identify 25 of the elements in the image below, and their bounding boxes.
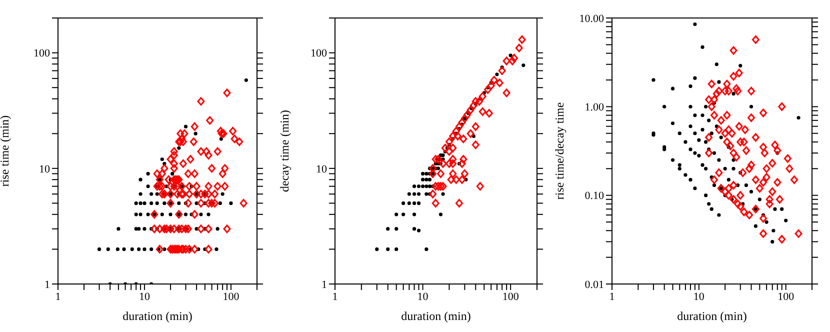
y-tick-label: 0.01 [584,278,604,291]
x-tick-label: 1 [609,290,615,303]
x-tick-label: 10 [693,290,705,303]
x-tick-label: 1 [55,290,61,303]
y-tick-label: 1 [322,278,327,291]
y-tick-label: 10 [39,163,50,176]
x-tick-label: 100 [222,290,240,303]
x-tick-label: 1 [332,290,338,303]
y-axis-title: decay time (min) [277,110,292,192]
y-tick-label: 10 [316,163,328,176]
y-tick-label: 0.10 [584,190,604,202]
y-axis-title: rise time/decay time [552,102,566,200]
x-axis-title: duration (min) [401,309,471,323]
x-axis-title: duration (min) [677,309,747,323]
x-tick-label: 10 [138,290,150,303]
x-tick-label: 100 [502,290,520,303]
x-tick-label: 10 [417,290,429,303]
y-tick-label: 100 [34,48,50,60]
y-axis-title: rise time (min) [0,115,12,187]
y-tick-label: 100 [310,48,328,60]
y-tick-label: 1 [44,278,50,291]
y-tick-label: 10.00 [579,12,604,25]
x-tick-label: 100 [778,290,795,303]
x-axis-title: duration (min) [122,309,192,323]
y-tick-label: 1.00 [584,102,604,114]
